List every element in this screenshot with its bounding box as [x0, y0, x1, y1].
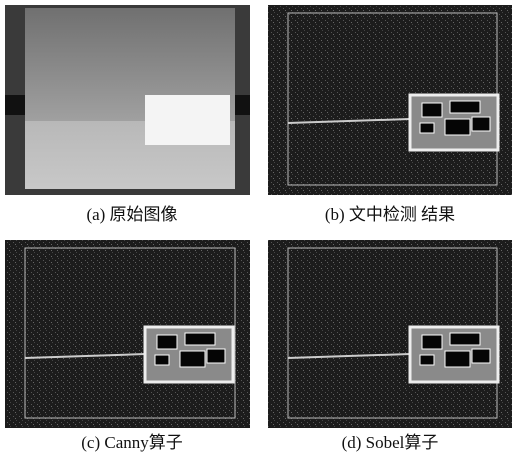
caption: (b) 文中检测 结果 [325, 205, 455, 224]
caption: (c) Canny算子 [81, 433, 183, 452]
edge-image [268, 240, 512, 428]
figure-canvas: (a) 原始图像 (b) 文中检测 结果 (c) Canny算子 (d) Sob… [0, 0, 517, 456]
figure: (a) 原始图像 (b) 文中检测 结果 (c) Canny算子 (d) Sob… [0, 0, 517, 456]
caption: (a) 原始图像 [86, 205, 177, 224]
edge-image [268, 5, 512, 195]
caption: (d) Sobel算子 [342, 433, 439, 452]
edge-image [5, 240, 250, 428]
image-original [5, 5, 250, 195]
